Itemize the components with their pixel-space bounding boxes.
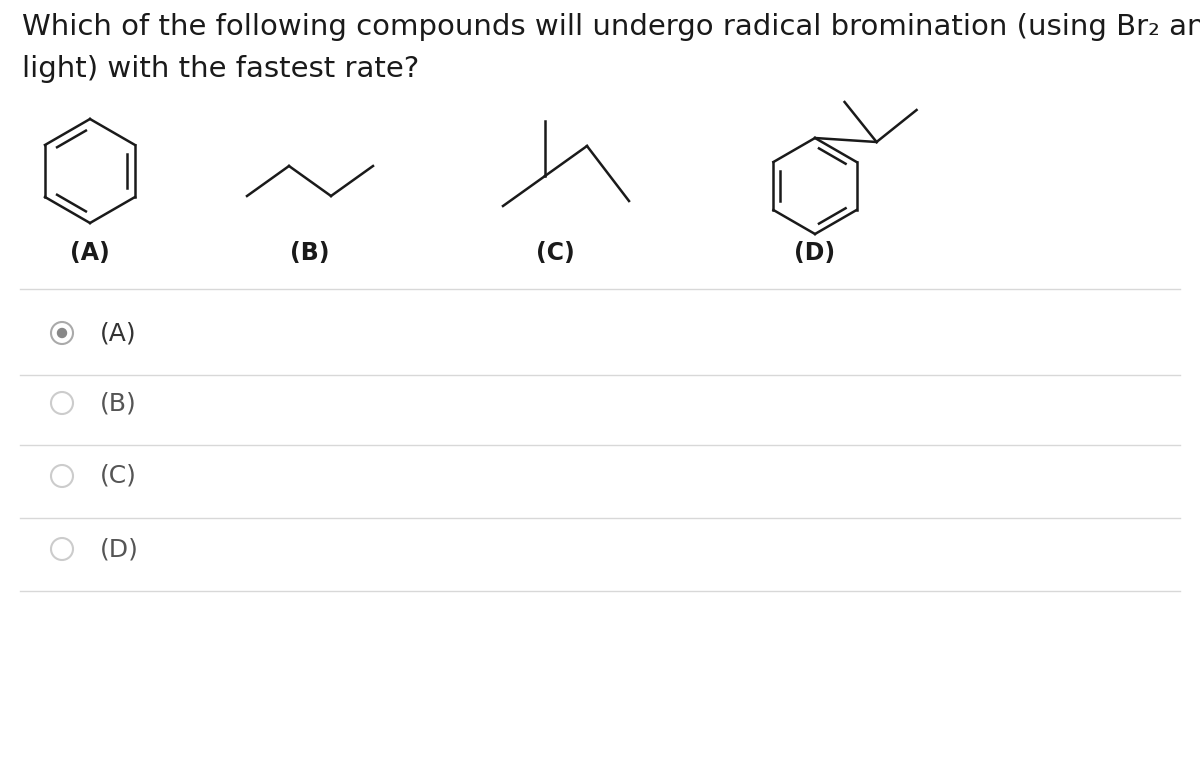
Text: (A): (A) (70, 241, 110, 265)
Text: (D): (D) (100, 537, 139, 561)
Text: (C): (C) (535, 241, 575, 265)
Text: Which of the following compounds will undergo radical bromination (using Br₂ and: Which of the following compounds will un… (22, 13, 1200, 41)
Text: (B): (B) (290, 241, 330, 265)
Circle shape (58, 329, 66, 337)
Text: (B): (B) (100, 391, 137, 415)
Text: (C): (C) (100, 464, 137, 488)
Text: (A): (A) (100, 321, 137, 345)
Text: light) with the fastest rate?: light) with the fastest rate? (22, 55, 419, 83)
Text: (D): (D) (794, 241, 835, 265)
